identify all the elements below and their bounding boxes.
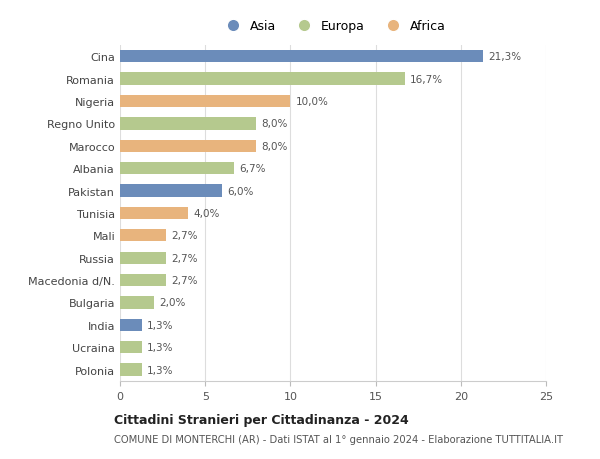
Text: 8,0%: 8,0% — [262, 119, 288, 129]
Bar — [120, 274, 166, 286]
Bar — [120, 207, 188, 219]
Text: 2,7%: 2,7% — [171, 253, 197, 263]
Bar — [120, 51, 483, 63]
Text: 1,3%: 1,3% — [147, 365, 174, 375]
Text: 21,3%: 21,3% — [488, 52, 521, 62]
Bar — [120, 162, 234, 175]
Text: 2,7%: 2,7% — [171, 231, 197, 241]
Text: 4,0%: 4,0% — [193, 208, 220, 218]
Bar — [120, 230, 166, 242]
Bar — [120, 341, 142, 353]
Bar — [120, 95, 290, 108]
Text: 10,0%: 10,0% — [296, 97, 328, 107]
Text: 6,0%: 6,0% — [227, 186, 254, 196]
Bar — [120, 252, 166, 264]
Text: COMUNE DI MONTERCHI (AR) - Dati ISTAT al 1° gennaio 2024 - Elaborazione TUTTITAL: COMUNE DI MONTERCHI (AR) - Dati ISTAT al… — [114, 434, 563, 444]
Text: 1,3%: 1,3% — [147, 342, 174, 353]
Bar — [120, 297, 154, 309]
Bar — [120, 364, 142, 376]
Bar — [120, 140, 256, 152]
Bar — [120, 319, 142, 331]
Text: 8,0%: 8,0% — [262, 141, 288, 151]
Legend: Asia, Europa, Africa: Asia, Europa, Africa — [215, 15, 451, 38]
Text: 1,3%: 1,3% — [147, 320, 174, 330]
Text: 2,0%: 2,0% — [159, 298, 185, 308]
Bar — [120, 118, 256, 130]
Bar — [120, 73, 404, 85]
Bar — [120, 185, 222, 197]
Text: 6,7%: 6,7% — [239, 164, 266, 174]
Text: 16,7%: 16,7% — [410, 74, 443, 84]
Text: Cittadini Stranieri per Cittadinanza - 2024: Cittadini Stranieri per Cittadinanza - 2… — [114, 413, 409, 426]
Text: 2,7%: 2,7% — [171, 275, 197, 285]
